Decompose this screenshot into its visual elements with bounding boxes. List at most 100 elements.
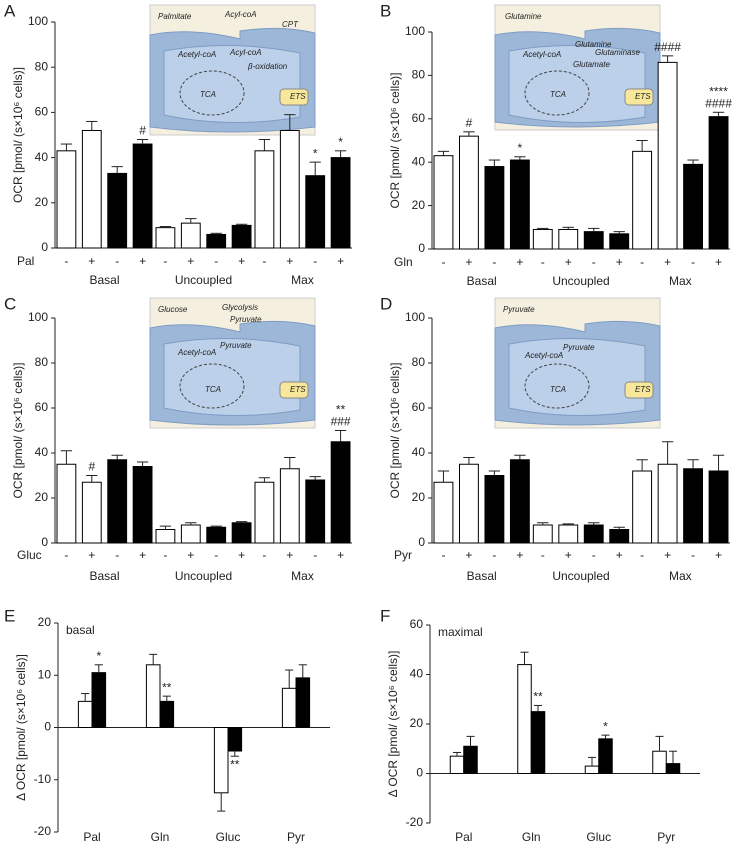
inset-tca-cycle [179,70,245,116]
y-tick-label: 20 [412,198,426,212]
y-tick-label: -10 [34,772,52,786]
bar [180,524,201,544]
x-tick-label: Gluc [586,830,611,844]
y-tick-label: 40 [35,150,49,164]
panel-letter: F [380,606,390,625]
bar [206,233,227,249]
inset-mito [163,338,301,416]
inset-label: Pyruvate [230,315,262,324]
y-axis-label: OCR [pmol/ (s×10⁶ cells)] [388,73,402,209]
bar-label: + [465,548,472,562]
bar-label: + [565,255,572,269]
y-tick-label: 60 [412,111,426,125]
bar-label: + [337,254,344,268]
bar-label: - [115,548,119,562]
bar [180,222,201,249]
bar [231,522,252,544]
y-tick-label: 60 [410,617,424,631]
x-tick-label: Max [291,273,314,287]
bar [56,463,77,544]
treatment-label: Pal [17,254,34,268]
inset-mito [508,338,646,416]
y-axis-label: OCR [pmol/ (s×10⁶ cells)] [11,363,25,499]
y-tick-label: 80 [35,355,49,369]
bar [132,466,153,544]
x-tick-label: Pyr [287,830,305,844]
bar [652,750,667,774]
inset-ets [279,88,309,106]
bar-label: - [64,254,68,268]
bar-label: + [664,255,671,269]
y-axis-label: OCR [pmol/ (s×10⁶ cells)] [11,67,25,203]
bar-label: - [163,548,167,562]
bar-label: + [715,255,722,269]
panel-letter: C [4,294,16,313]
inset-label: Acyl-coA [224,10,257,19]
treatment-label: Gluc [17,548,42,562]
x-tick-label: Pyr [657,830,675,844]
bar [330,157,351,249]
bar [81,481,102,544]
bar [305,479,326,544]
y-tick-label: 100 [405,310,425,324]
y-tick-label: 40 [410,667,424,681]
y-tick-label: 100 [28,310,48,324]
bar-label: + [465,255,472,269]
y-tick-label: 0 [41,535,48,549]
bar-label: - [441,548,445,562]
panel-letter: E [4,606,15,625]
inset-label: TCA [205,385,221,394]
inset-label: TCA [550,90,566,99]
y-tick-label: 80 [412,355,426,369]
bar [81,129,102,249]
y-tick-label: 0 [418,535,425,549]
significance-mark: #### [705,96,732,110]
bar [254,481,275,544]
bar [609,233,630,250]
bar-label: + [616,255,623,269]
y-tick-label: 20 [38,615,52,629]
bar [281,687,297,728]
bar-label: + [187,548,194,562]
significance-mark: # [139,124,146,138]
bar-label: + [88,254,95,268]
inset-label: Acetyl-coA [524,351,563,360]
y-tick-label: 40 [35,445,49,459]
x-tick-label: Uncoupled [175,273,232,287]
y-tick-label: 0 [418,241,425,255]
bar-label: - [541,255,545,269]
bar [683,468,704,544]
x-tick-label: Pal [83,830,100,844]
bar [708,116,729,250]
inset-label: ETS [290,385,306,394]
bar-label: - [492,255,496,269]
y-tick-label: -20 [34,824,52,838]
bar [558,524,579,544]
bar [683,163,704,250]
bar [657,61,678,250]
y-tick-label: 60 [35,105,49,119]
bar [484,475,505,544]
bar-label: - [691,255,695,269]
bar [532,228,553,250]
y-axis-label: Δ OCR [pmol/ (s×10⁶ cells)] [386,651,400,798]
bar [56,150,77,249]
treatment-label: Gln [394,255,413,269]
bar [509,159,530,250]
bar-label: + [664,548,671,562]
bar-label: - [214,548,218,562]
y-tick-label: 60 [412,400,426,414]
inset-label: Acetyl-coA [522,50,561,59]
treatment-label: Pyr [394,548,412,562]
bar-label: - [691,548,695,562]
bar-label: + [139,548,146,562]
bar-label: - [592,255,596,269]
bar-label: + [238,548,245,562]
panel-letter: A [4,1,16,20]
bar-label: + [616,548,623,562]
x-tick-label: Basal [467,569,497,583]
bar [665,763,681,774]
bar-label: - [441,255,445,269]
x-tick-label: Gln [522,830,541,844]
bar [155,529,176,544]
